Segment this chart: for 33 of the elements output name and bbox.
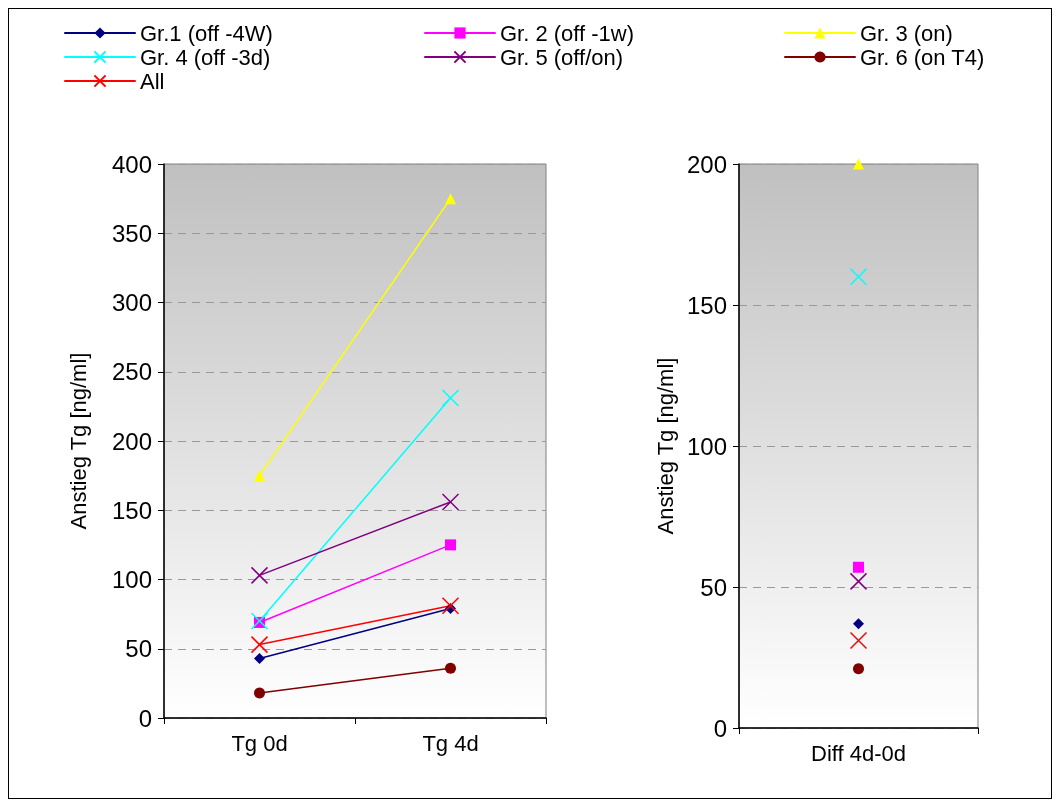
legend-label: Gr. 2 (off -1w) <box>500 20 635 46</box>
point <box>441 493 460 511</box>
legend-label: All <box>140 68 165 94</box>
y-tick-label: 50 <box>700 573 727 601</box>
y-tick-label: 200 <box>111 427 152 455</box>
y-tick-label: 400 <box>111 150 152 178</box>
x-tick-label: Tg 0d <box>231 730 288 756</box>
y-tick-label: 100 <box>686 432 727 460</box>
point <box>441 597 460 615</box>
point <box>445 662 456 674</box>
y-tick-label: 300 <box>111 289 152 316</box>
x-tick-label: Diff 4d-0d <box>811 740 906 766</box>
y-tick-label: 150 <box>686 291 727 319</box>
point <box>250 566 269 585</box>
legend-label: Gr.1 (off -4W) <box>140 20 273 46</box>
y-axis-title: Anstieg Tg [ng/ml] <box>652 357 678 535</box>
point <box>254 687 265 699</box>
point <box>254 652 265 664</box>
x-tick-label: Tg 4d <box>422 730 479 756</box>
y-tick-label: 350 <box>111 219 152 247</box>
y-tick-label: 150 <box>111 496 152 524</box>
point <box>250 612 269 630</box>
y-tick-label: 200 <box>686 150 727 178</box>
y-tick-label: 100 <box>111 566 152 593</box>
point <box>441 389 460 407</box>
point <box>445 539 456 551</box>
y-tick-label: 250 <box>111 358 152 386</box>
legend-label: Gr. 3 (on) <box>860 20 953 46</box>
y-axis-title: Anstieg Tg [ng/ml] <box>65 352 91 530</box>
point <box>250 635 269 654</box>
y-tick-label: 0 <box>713 714 727 742</box>
y-tick-label: 0 <box>138 704 152 732</box>
y-tick-label: 50 <box>125 635 152 663</box>
